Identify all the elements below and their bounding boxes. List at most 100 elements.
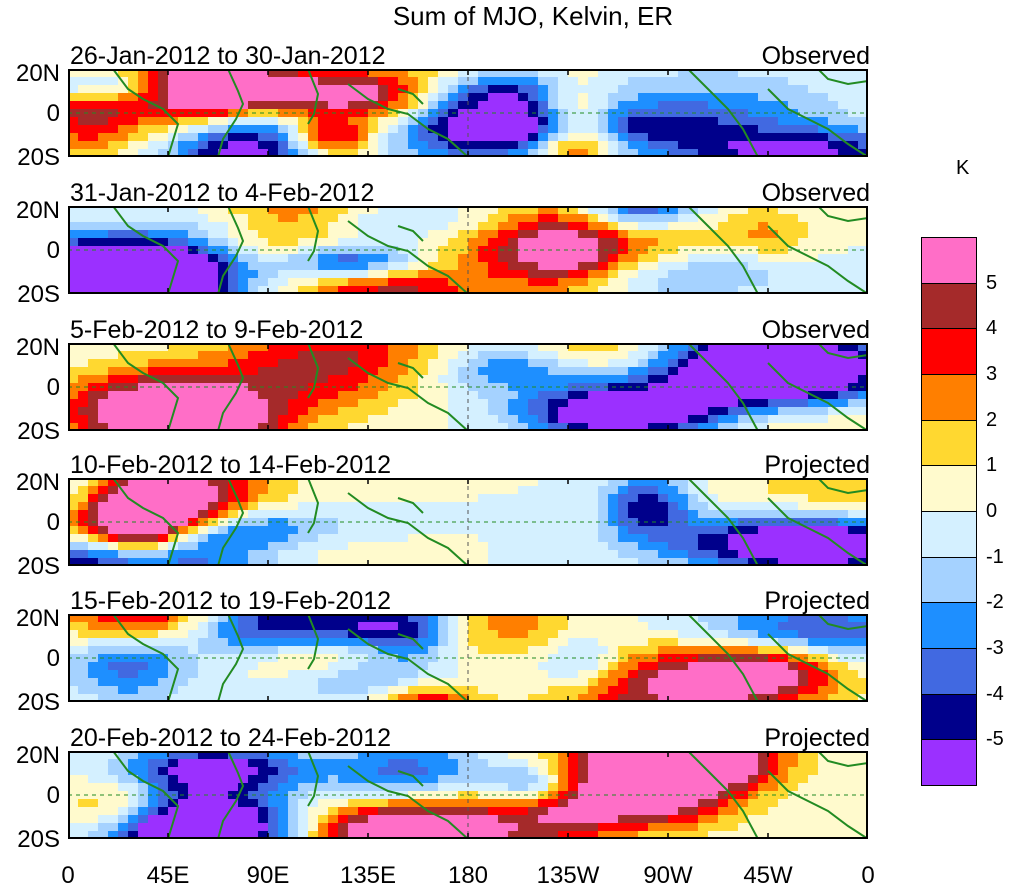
anomaly-cell <box>628 542 639 551</box>
anomaly-cell <box>148 486 159 495</box>
anomaly-cell <box>788 399 799 408</box>
anomaly-cell <box>778 270 789 279</box>
anomaly-cell <box>208 125 219 134</box>
anomaly-cell <box>788 630 799 639</box>
anomaly-cell <box>608 238 619 247</box>
anomaly-cell <box>368 133 379 142</box>
anomaly-cell <box>318 77 329 86</box>
anomaly-cell <box>718 262 729 271</box>
anomaly-cell <box>88 775 99 784</box>
anomaly-cell <box>608 101 619 110</box>
anomaly-cell <box>808 230 819 239</box>
anomaly-cell <box>348 391 359 400</box>
anomaly-cell <box>808 783 819 792</box>
anomaly-cell <box>578 262 589 271</box>
anomaly-cell <box>778 678 789 687</box>
anomaly-cell <box>198 783 209 792</box>
anomaly-cell <box>458 622 469 631</box>
anomaly-cell <box>538 775 549 784</box>
anomaly-cell <box>88 415 99 424</box>
anomaly-cell <box>268 759 279 768</box>
y-tick-label: 20N <box>0 199 60 223</box>
anomaly-cell <box>448 85 459 94</box>
anomaly-cell <box>318 510 329 519</box>
anomaly-cell <box>558 759 569 768</box>
anomaly-cell <box>698 542 709 551</box>
anomaly-cell <box>638 262 649 271</box>
anomaly-cell <box>418 510 429 519</box>
anomaly-cell <box>78 222 89 231</box>
anomaly-cell <box>538 526 549 535</box>
anomaly-cell <box>368 662 379 671</box>
anomaly-cell <box>298 630 309 639</box>
anomaly-cell <box>208 77 219 86</box>
anomaly-cell <box>258 542 269 551</box>
anomaly-cell <box>218 767 229 776</box>
anomaly-cell <box>578 254 589 263</box>
anomaly-cell <box>648 678 659 687</box>
anomaly-cell <box>608 93 619 102</box>
anomaly-cell <box>298 767 309 776</box>
anomaly-cell <box>658 375 669 384</box>
anomaly-cell <box>298 125 309 134</box>
anomaly-cell <box>118 502 129 511</box>
anomaly-cell <box>578 775 589 784</box>
anomaly-cell <box>358 686 369 695</box>
anomaly-cell <box>88 125 99 134</box>
anomaly-cell <box>348 415 359 424</box>
anomaly-cell <box>388 262 399 271</box>
anomaly-cell <box>108 534 119 543</box>
anomaly-cell <box>418 351 429 360</box>
anomaly-cell <box>538 486 549 495</box>
anomaly-cell <box>828 93 839 102</box>
anomaly-cell <box>788 534 799 543</box>
anomaly-cell <box>408 238 419 247</box>
anomaly-cell <box>608 262 619 271</box>
anomaly-cell <box>718 759 729 768</box>
anomaly-cell <box>248 391 259 400</box>
anomaly-cell <box>538 542 549 551</box>
anomaly-cell <box>638 101 649 110</box>
anomaly-cell <box>478 133 489 142</box>
anomaly-cell <box>488 622 499 631</box>
anomaly-cell <box>98 270 109 279</box>
anomaly-cell <box>388 622 399 631</box>
anomaly-cell <box>78 141 89 150</box>
anomaly-cell <box>338 415 349 424</box>
anomaly-cell <box>478 542 489 551</box>
anomaly-cell <box>208 502 219 511</box>
anomaly-cell <box>148 270 159 279</box>
anomaly-cell <box>818 767 829 776</box>
anomaly-cell <box>828 222 839 231</box>
anomaly-cell <box>788 375 799 384</box>
anomaly-cell <box>688 630 699 639</box>
anomaly-cell <box>828 270 839 279</box>
anomaly-cell <box>588 399 599 408</box>
anomaly-cell <box>178 254 189 263</box>
anomaly-cell <box>288 662 299 671</box>
anomaly-cell <box>738 494 749 503</box>
anomaly-cell <box>718 125 729 134</box>
anomaly-cell <box>838 262 849 271</box>
anomaly-cell <box>258 238 269 247</box>
anomaly-cell <box>298 646 309 655</box>
anomaly-cell <box>78 494 89 503</box>
anomaly-cell <box>168 502 179 511</box>
anomaly-cell <box>468 767 479 776</box>
anomaly-cell <box>78 278 89 287</box>
anomaly-cell <box>488 646 499 655</box>
anomaly-cell <box>178 367 189 376</box>
anomaly-cell <box>638 550 649 559</box>
anomaly-cell <box>458 77 469 86</box>
anomaly-cell <box>328 238 339 247</box>
anomaly-cell <box>568 686 579 695</box>
anomaly-cell <box>768 542 779 551</box>
anomaly-cell <box>548 686 559 695</box>
anomaly-cell <box>598 214 609 223</box>
anomaly-cell <box>378 367 389 376</box>
anomaly-cell <box>758 399 769 408</box>
anomaly-cell <box>518 375 529 384</box>
anomaly-cell <box>828 415 839 424</box>
anomaly-cell <box>678 486 689 495</box>
anomaly-cell <box>398 262 409 271</box>
